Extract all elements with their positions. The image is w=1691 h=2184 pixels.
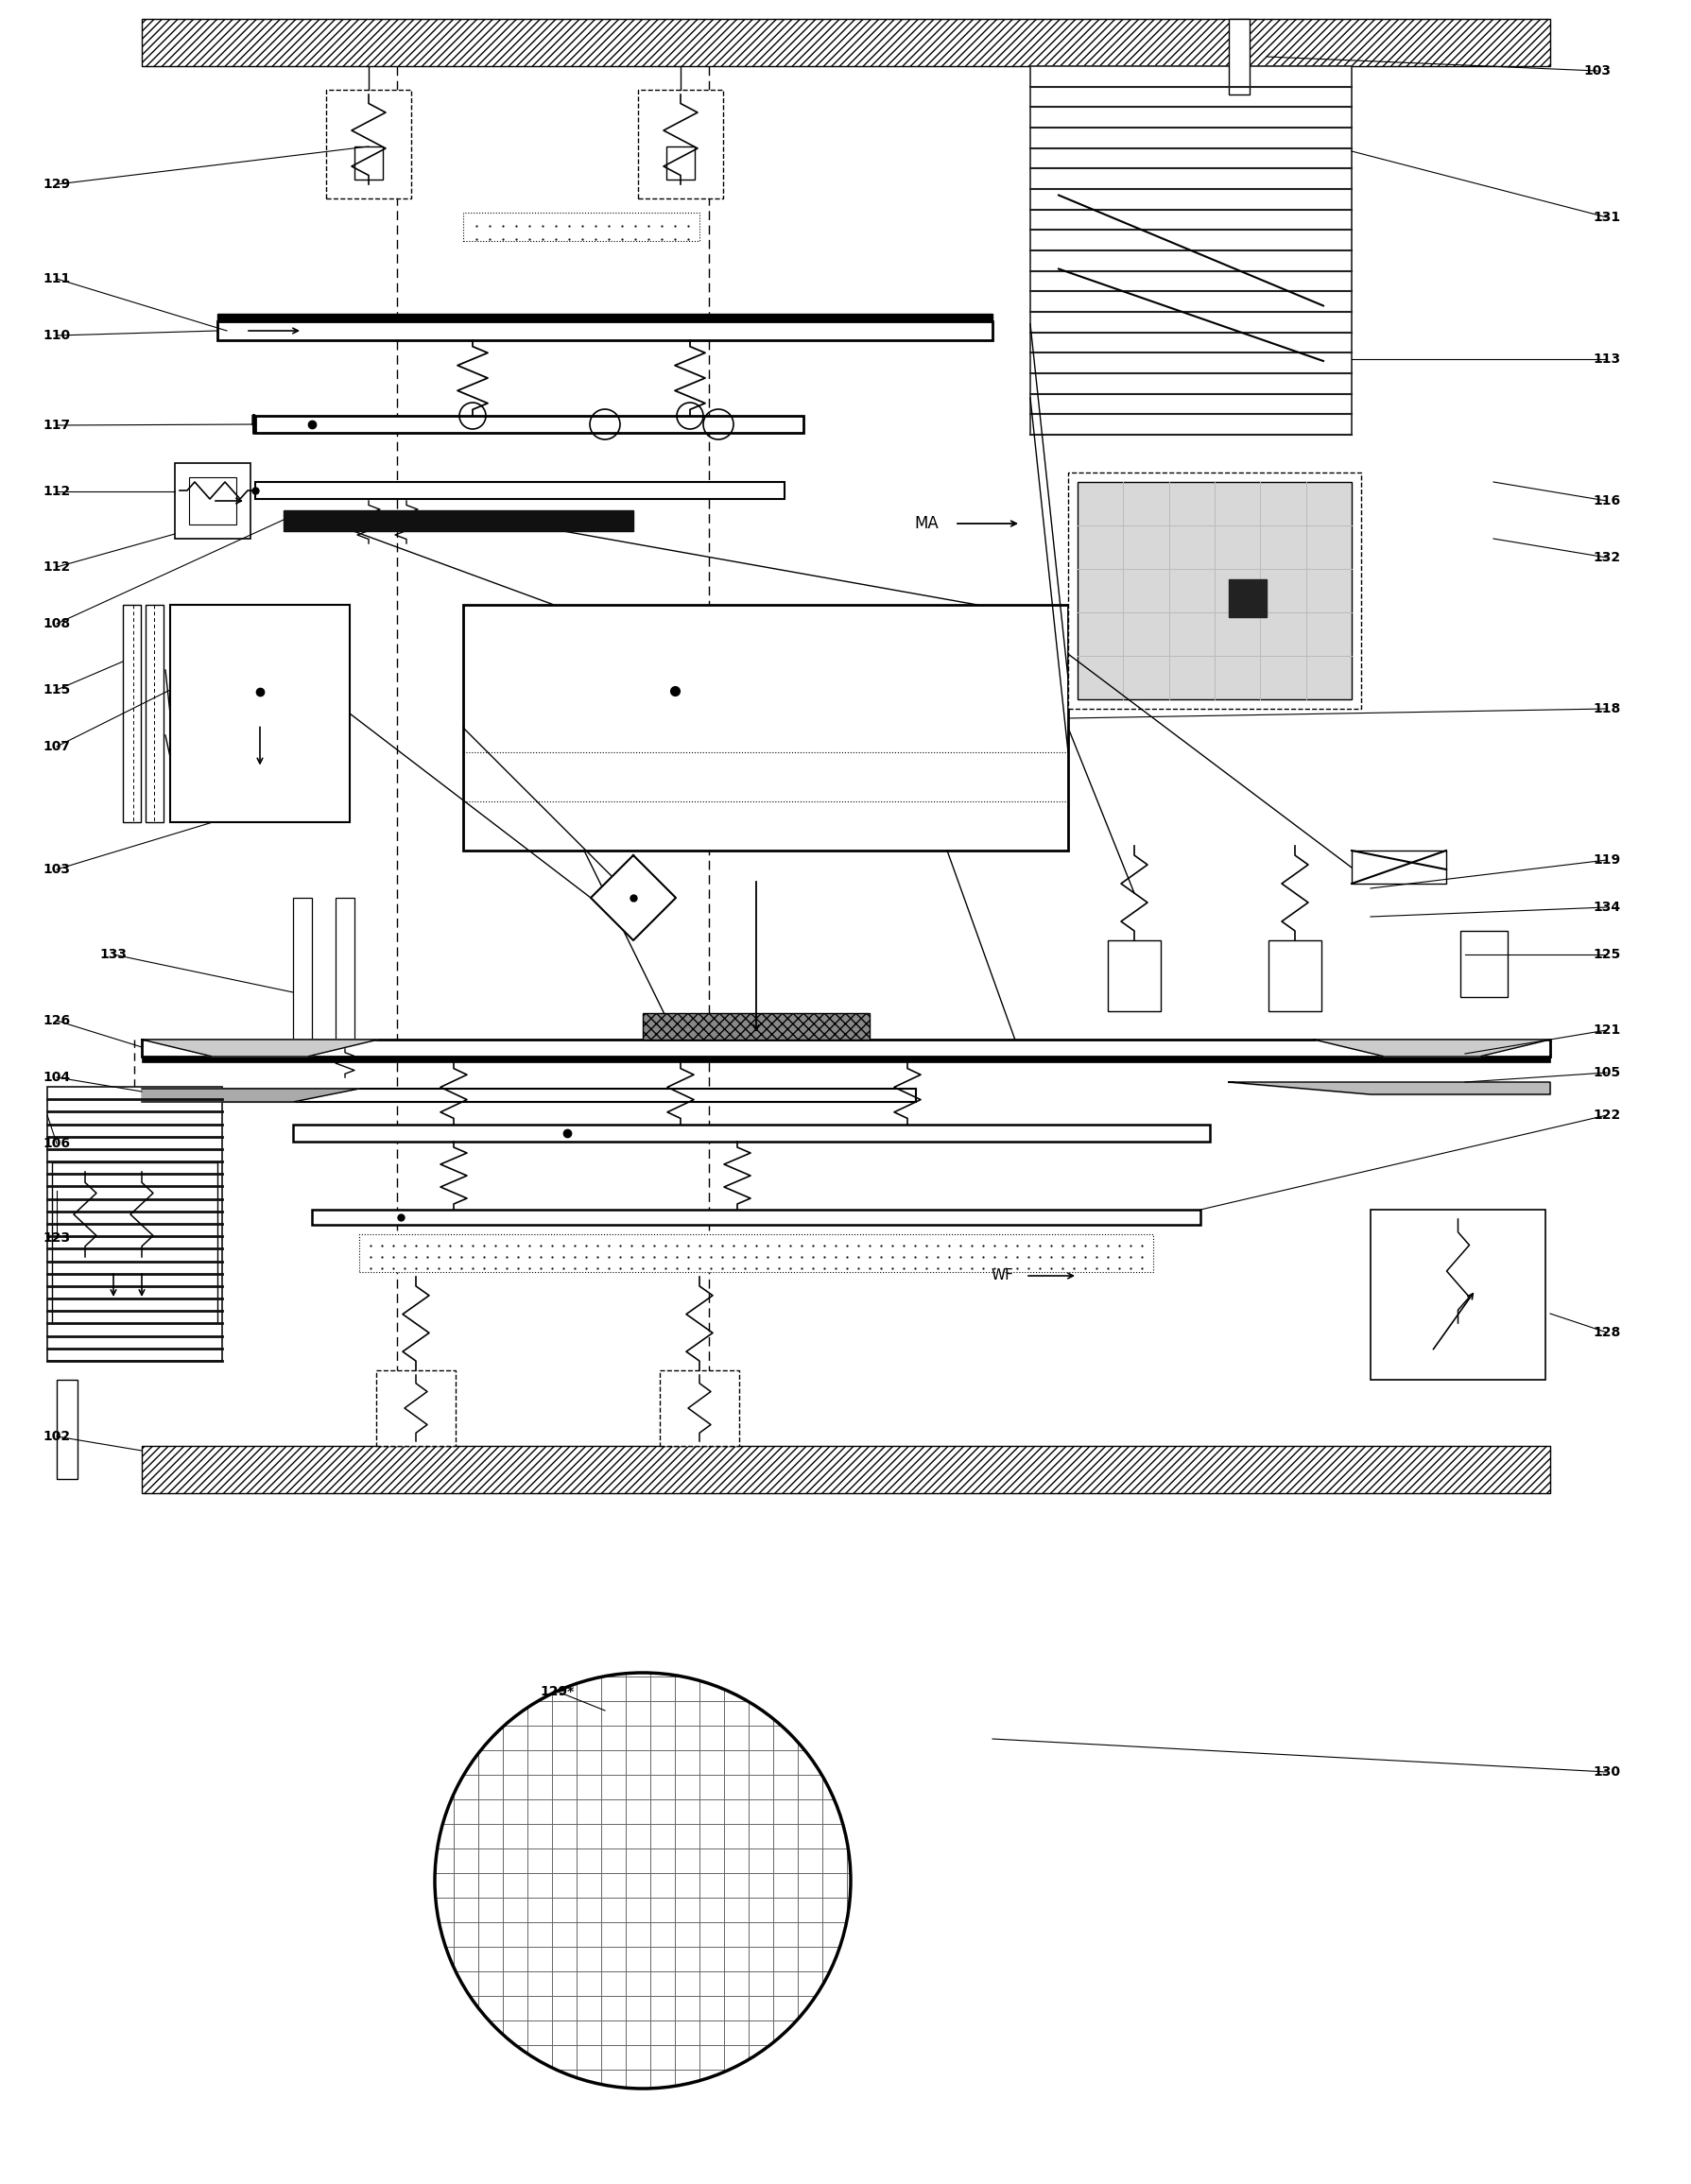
Bar [52,1162,216,1324]
Polygon shape [142,1088,358,1103]
Text: 133: 133 [100,948,127,961]
Bar [142,1446,1549,1494]
Bar [293,898,311,1048]
Text: 115: 115 [42,684,71,697]
Bar [1030,66,1351,435]
Bar [358,1234,1153,1271]
Text: MA: MA [913,515,939,533]
Text: WF: WF [991,1269,1013,1282]
Text: 119: 119 [1593,854,1620,867]
Bar [1228,20,1250,94]
Polygon shape [142,1040,377,1057]
Text: 128: 128 [1593,1326,1620,1339]
Bar [1108,941,1160,1011]
Text: 132: 132 [1593,550,1620,563]
Text: 108: 108 [42,618,71,631]
Bar [353,146,382,179]
Text: 121: 121 [1593,1024,1620,1037]
Bar [463,212,698,240]
Bar [1370,1210,1544,1380]
Bar [1229,579,1267,616]
Bar [1351,850,1446,885]
Text: 103: 103 [42,863,71,876]
Text: 110: 110 [42,330,71,343]
Polygon shape [1228,1081,1549,1094]
Text: 123: 123 [42,1232,71,1245]
Bar [643,1013,869,1040]
Bar [284,511,632,531]
Bar [638,90,722,199]
Bar [1067,472,1360,710]
Bar [174,463,250,539]
Text: 111: 111 [42,273,71,286]
Bar [189,478,237,524]
Bar [123,605,140,821]
Bar [142,20,1549,66]
Text: 113: 113 [1593,352,1620,365]
Bar [1077,483,1351,699]
Bar [659,1369,739,1446]
Text: 116: 116 [1593,494,1620,507]
Bar [311,1210,1199,1225]
Bar [145,605,164,821]
Text: 103: 103 [1583,63,1610,76]
Bar [255,415,803,432]
Bar [142,1040,1549,1057]
Bar [666,146,695,179]
Text: 125: 125 [1593,948,1620,961]
Bar [335,898,353,1048]
Text: 118: 118 [1593,703,1620,716]
Bar [463,605,1067,850]
Text: 107: 107 [42,740,71,753]
Bar [216,321,993,341]
Text: 112: 112 [42,485,71,498]
Text: 117: 117 [42,419,71,432]
Bar [142,1088,917,1103]
Bar [326,90,411,199]
Text: 112: 112 [42,561,71,574]
Text: 131: 131 [1593,210,1620,225]
Bar [293,1125,1209,1142]
Bar [1268,941,1321,1011]
Bar [375,1369,455,1446]
Bar [171,605,350,821]
Text: 102: 102 [42,1431,71,1444]
Bar [142,1057,1549,1061]
Text: 106: 106 [42,1138,71,1151]
Text: 129: 129 [42,177,71,190]
Text: 130: 130 [1593,1765,1620,1778]
Text: 122: 122 [1593,1109,1620,1123]
Bar [216,314,993,321]
Text: 129*: 129* [539,1686,575,1699]
Text: 105: 105 [1593,1066,1620,1079]
Polygon shape [590,856,675,941]
Bar [1459,930,1507,998]
Bar [57,1380,78,1479]
Bar [47,1088,222,1361]
Bar [255,483,785,498]
Text: 104: 104 [42,1070,71,1083]
Text: 134: 134 [1593,900,1620,913]
Text: 126: 126 [42,1013,71,1026]
Polygon shape [1314,1040,1549,1057]
